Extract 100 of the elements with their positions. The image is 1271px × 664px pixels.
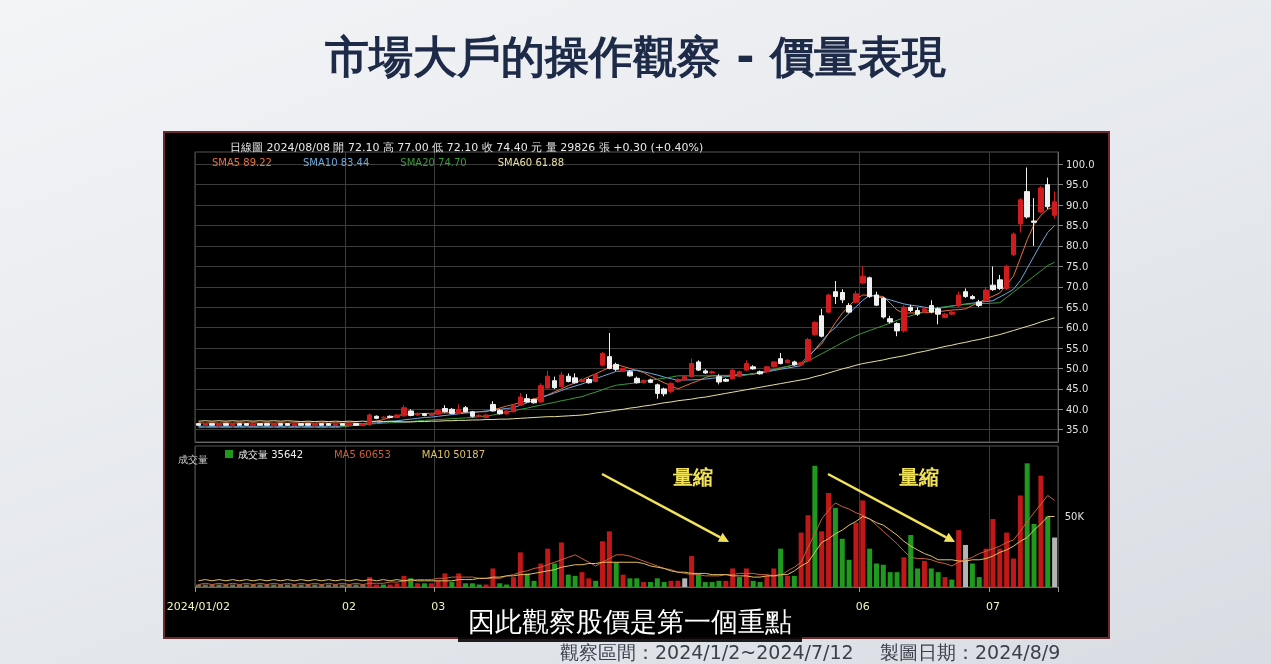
x-tick-label: 02 [342,600,357,613]
x-tick-label: 06 [855,600,870,613]
candlestick [579,377,585,383]
bar [593,580,599,587]
candlestick [1018,197,1023,233]
candlestick [833,280,838,305]
candlestick [641,379,646,385]
bar [565,574,571,587]
bar [1052,537,1058,587]
candlestick [887,315,893,325]
candlestick [730,368,735,381]
bar [421,583,427,587]
candlestick [1052,191,1057,220]
bar [552,563,558,587]
text: MA5 60653 [333,448,391,460]
candlestick [271,422,277,427]
bar [819,531,825,587]
bar [613,562,619,587]
x-tick-label: 2024/01/02 [166,600,231,613]
bar [887,572,893,587]
bar [812,465,818,587]
bar [449,582,455,587]
candlestick [353,422,359,427]
y-tick-label: 70.0 [1066,281,1089,293]
candlestick [860,265,866,285]
candlestick [456,403,461,415]
candlestick [552,376,557,390]
bar [620,574,626,587]
y-tick-label: 100.0 [1066,158,1095,170]
chart-title: 成交量 [178,453,208,465]
bar [949,579,955,587]
candlestick [1031,197,1037,247]
bar [647,582,653,587]
bar [654,578,660,587]
bar [908,535,914,587]
x-tick-label: 07 [985,600,1000,613]
y-tick-label: 60.0 [1066,322,1089,334]
candlestick [1038,185,1044,214]
bar [942,577,948,587]
bar [853,522,859,587]
candlestick [805,337,811,363]
candlestick [586,377,592,385]
candlestick [216,422,222,427]
bar [1017,495,1023,587]
text: SMA20 74.70 [400,156,467,168]
bar [586,578,592,587]
bar [469,583,475,587]
candlestick [689,358,694,378]
line-series [197,317,1056,423]
candlestick [867,276,872,299]
bar [723,580,729,587]
bar [778,548,784,587]
bar [1031,523,1037,587]
candlestick [278,422,283,427]
chart-subtitle: 日線圖 2024/08/08 開 72.10 高 77.00 低 72.10 收 74.40 元 量 29826 張 +0.30 (+0.40%) [230,141,704,154]
y-tick-label: 35.0 [1066,424,1089,436]
candlestick [737,370,742,378]
candlestick [620,367,626,373]
candlestick [778,352,783,365]
bar [517,552,523,587]
bar [867,548,873,587]
text: MA10 50187 [421,448,485,460]
candlestick [703,368,708,375]
candlestick [757,370,763,376]
bar [915,568,921,587]
candlestick [785,358,790,365]
y-tick-label: 75.0 [1066,260,1089,272]
candlestick [209,422,215,427]
bar [661,582,667,587]
candlestick [1011,231,1016,257]
bar [846,559,852,587]
candlestick [976,299,982,308]
candlestick [230,422,235,427]
y-tick-label: 85.0 [1066,220,1089,232]
candlestick [237,422,242,427]
bar [524,573,530,587]
candlestick [846,302,852,314]
bar [428,583,434,587]
text: 50K [1064,510,1085,522]
candlestick [312,422,318,427]
text: 因此觀察股價是第一個重點 [458,602,802,642]
candlestick [750,364,756,371]
candlestick [840,288,845,304]
candlestick [812,320,818,337]
bar [510,577,516,587]
bar [682,578,688,587]
candlestick [908,304,913,313]
annotation: 量縮 [898,465,939,489]
chart-title: 市場大戶的操作觀察 - 價量表現 [324,30,947,84]
y-tick-label: 90.0 [1066,199,1089,211]
candlestick [346,422,352,427]
bar [894,572,900,587]
annotation: 量縮 [672,465,713,489]
candlestick [196,422,201,427]
candlestick [709,370,715,375]
bar [969,563,975,587]
candlestick [826,293,831,314]
candlestick [881,296,886,320]
bar [634,578,640,587]
bar [545,548,551,587]
